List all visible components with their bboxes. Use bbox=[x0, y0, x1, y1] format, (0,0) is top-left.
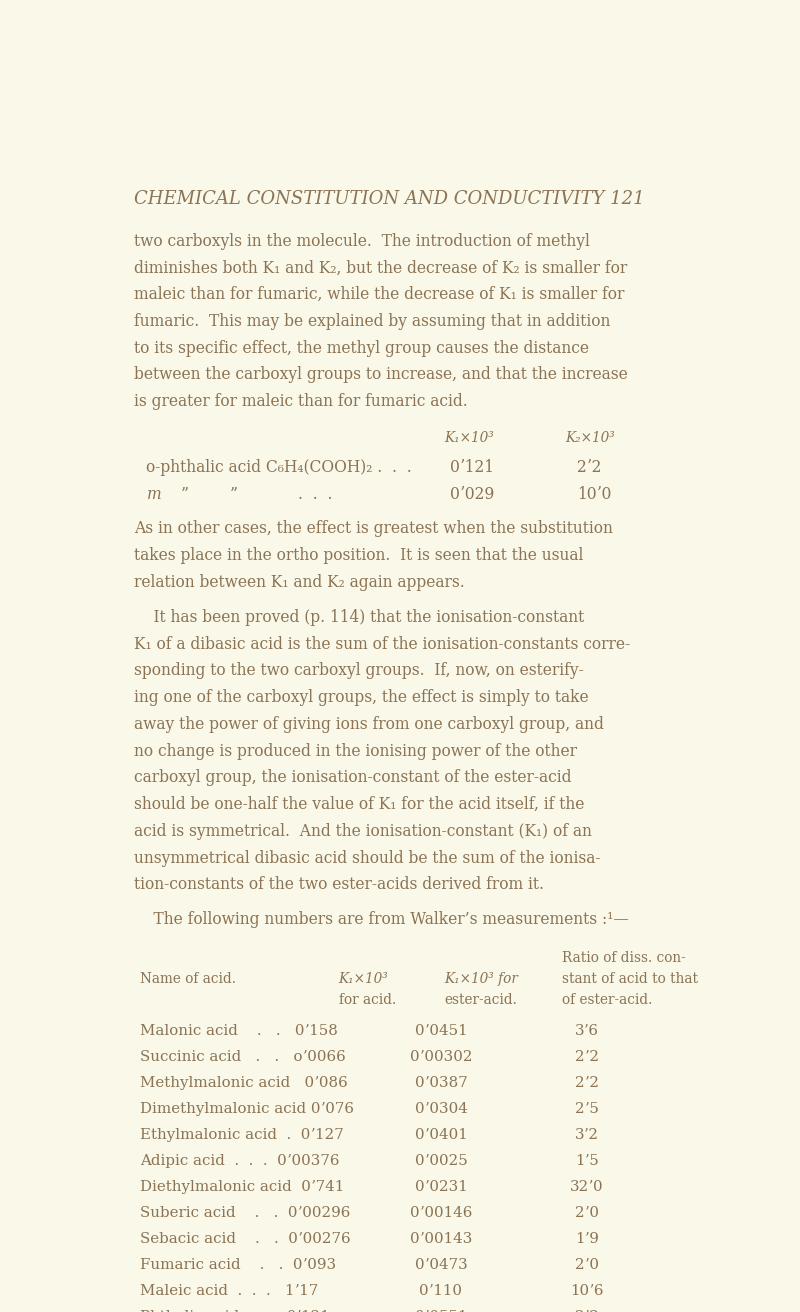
Text: to its specific effect, the methyl group causes the distance: to its specific effect, the methyl group… bbox=[134, 340, 589, 357]
Text: CHEMICAL CONSTITUTION AND CONDUCTIVITY 121: CHEMICAL CONSTITUTION AND CONDUCTIVITY 1… bbox=[134, 190, 645, 207]
Text: 10ʼ0: 10ʼ0 bbox=[578, 485, 612, 502]
Text: 0ʼ00146: 0ʼ00146 bbox=[410, 1206, 472, 1220]
Text: 0ʼ0387: 0ʼ0387 bbox=[414, 1076, 467, 1090]
Text: 10ʼ6: 10ʼ6 bbox=[570, 1283, 603, 1298]
Text: Methylmalonic acid   0ʼ086: Methylmalonic acid 0ʼ086 bbox=[140, 1076, 348, 1090]
Text: 0ʼ029: 0ʼ029 bbox=[450, 485, 494, 502]
Text: carboxyl group, the ionisation-constant of the ester-acid: carboxyl group, the ionisation-constant … bbox=[134, 769, 571, 786]
Text: of ester-acid.: of ester-acid. bbox=[562, 993, 652, 1008]
Text: for acid.: for acid. bbox=[338, 993, 396, 1008]
Text: 2ʼ2: 2ʼ2 bbox=[574, 1309, 598, 1312]
Text: Malonic acid    .   .   0ʼ158: Malonic acid . . 0ʼ158 bbox=[140, 1023, 338, 1038]
Text: ”: ” bbox=[230, 485, 238, 502]
Text: stant of acid to that: stant of acid to that bbox=[562, 972, 698, 987]
Text: Maleic acid  .  .  .   1ʼ17: Maleic acid . . . 1ʼ17 bbox=[140, 1283, 318, 1298]
Text: 0ʼ110: 0ʼ110 bbox=[419, 1283, 462, 1298]
Text: It has been proved (p. 114) that the ionisation-constant: It has been proved (p. 114) that the ion… bbox=[134, 609, 584, 626]
Text: 0ʼ0551: 0ʼ0551 bbox=[414, 1309, 467, 1312]
Text: K₂×10³: K₂×10³ bbox=[565, 430, 614, 445]
Text: 2ʼ2: 2ʼ2 bbox=[574, 1050, 598, 1064]
Text: Adipic acid  .  .  .  0ʼ00376: Adipic acid . . . 0ʼ00376 bbox=[140, 1153, 340, 1168]
Text: Phthalic acid   .   .  0ʼ121: Phthalic acid . . 0ʼ121 bbox=[140, 1309, 330, 1312]
Text: Succinic acid   .   .   oʼ0066: Succinic acid . . oʼ0066 bbox=[140, 1050, 346, 1064]
Text: ing one of the carboxyl groups, the effect is simply to take: ing one of the carboxyl groups, the effe… bbox=[134, 689, 589, 706]
Text: Ethylmalonic acid  .  0ʼ127: Ethylmalonic acid . 0ʼ127 bbox=[140, 1128, 344, 1141]
Text: maleic than for fumaric, while the decrease of K₁ is smaller for: maleic than for fumaric, while the decre… bbox=[134, 286, 625, 303]
Text: between the carboxyl groups to increase, and that the increase: between the carboxyl groups to increase,… bbox=[134, 366, 628, 383]
Text: should be one-half the value of K₁ for the acid itself, if the: should be one-half the value of K₁ for t… bbox=[134, 796, 585, 813]
Text: 1ʼ5: 1ʼ5 bbox=[575, 1153, 598, 1168]
Text: K₁×10³: K₁×10³ bbox=[444, 430, 494, 445]
Text: 32ʼ0: 32ʼ0 bbox=[570, 1179, 603, 1194]
Text: Dimethylmalonic acid 0ʼ076: Dimethylmalonic acid 0ʼ076 bbox=[140, 1102, 354, 1117]
Text: ester-acid.: ester-acid. bbox=[444, 993, 517, 1008]
Text: K₁×10³: K₁×10³ bbox=[338, 972, 389, 987]
Text: 0ʼ0451: 0ʼ0451 bbox=[414, 1023, 467, 1038]
Text: takes place in the ortho position.  It is seen that the usual: takes place in the ortho position. It is… bbox=[134, 547, 583, 564]
Text: Suberic acid    .   .  0ʼ00296: Suberic acid . . 0ʼ00296 bbox=[140, 1206, 350, 1220]
Text: The following numbers are from Walker’s measurements :¹—: The following numbers are from Walker’s … bbox=[134, 912, 629, 929]
Text: fumaric.  This may be explained by assuming that in addition: fumaric. This may be explained by assumi… bbox=[134, 314, 610, 329]
Text: 1ʼ9: 1ʼ9 bbox=[574, 1232, 598, 1245]
Text: two carboxyls in the molecule.  The introduction of methyl: two carboxyls in the molecule. The intro… bbox=[134, 232, 590, 249]
Text: 2ʼ2: 2ʼ2 bbox=[578, 459, 602, 476]
Text: 0ʼ0025: 0ʼ0025 bbox=[414, 1153, 467, 1168]
Text: is greater for maleic than for fumaric acid.: is greater for maleic than for fumaric a… bbox=[134, 394, 468, 411]
Text: m: m bbox=[146, 485, 162, 502]
Text: 0ʼ121: 0ʼ121 bbox=[450, 459, 494, 476]
Text: 0ʼ0401: 0ʼ0401 bbox=[414, 1128, 467, 1141]
Text: diminishes both K₁ and K₂, but the decrease of K₂ is smaller for: diminishes both K₁ and K₂, but the decre… bbox=[134, 260, 627, 277]
Text: Diethylmalonic acid  0ʼ741: Diethylmalonic acid 0ʼ741 bbox=[140, 1179, 345, 1194]
Text: Name of acid.: Name of acid. bbox=[140, 972, 236, 987]
Text: 0ʼ0304: 0ʼ0304 bbox=[414, 1102, 467, 1117]
Text: 3ʼ2: 3ʼ2 bbox=[574, 1128, 598, 1141]
Text: Fumaric acid    .   .  0ʼ093: Fumaric acid . . 0ʼ093 bbox=[140, 1258, 337, 1271]
Text: no change is produced in the ionising power of the other: no change is produced in the ionising po… bbox=[134, 743, 577, 760]
Text: unsymmetrical dibasic acid should be the sum of the ionisa-: unsymmetrical dibasic acid should be the… bbox=[134, 850, 601, 867]
Text: 2ʼ0: 2ʼ0 bbox=[574, 1258, 598, 1271]
Text: Sebacic acid    .   .  0ʼ00276: Sebacic acid . . 0ʼ00276 bbox=[140, 1232, 351, 1245]
Text: K₁ of a dibasic acid is the sum of the ionisation-constants corre-: K₁ of a dibasic acid is the sum of the i… bbox=[134, 635, 630, 652]
Text: As in other cases, the effect is greatest when the substitution: As in other cases, the effect is greates… bbox=[134, 521, 613, 538]
Text: acid is symmetrical.  And the ionisation-constant (K₁) of an: acid is symmetrical. And the ionisation-… bbox=[134, 823, 592, 840]
Text: 3ʼ6: 3ʼ6 bbox=[574, 1023, 598, 1038]
Text: K₁×10³ for: K₁×10³ for bbox=[444, 972, 518, 987]
Text: sponding to the two carboxyl groups.  If, now, on esterify-: sponding to the two carboxyl groups. If,… bbox=[134, 663, 584, 680]
Text: relation between K₁ and K₂ again appears.: relation between K₁ and K₂ again appears… bbox=[134, 573, 465, 590]
Text: 2ʼ0: 2ʼ0 bbox=[574, 1206, 598, 1220]
Text: 2ʼ5: 2ʼ5 bbox=[574, 1102, 598, 1117]
Text: Ratio of diss. con-: Ratio of diss. con- bbox=[562, 951, 686, 966]
Text: .  .  .: . . . bbox=[298, 485, 333, 502]
Text: 0ʼ0231: 0ʼ0231 bbox=[414, 1179, 467, 1194]
Text: away the power of giving ions from one carboxyl group, and: away the power of giving ions from one c… bbox=[134, 716, 604, 733]
Text: tion-constants of the two ester-acids derived from it.: tion-constants of the two ester-acids de… bbox=[134, 876, 544, 893]
Text: 0ʼ0473: 0ʼ0473 bbox=[414, 1258, 467, 1271]
Text: 0ʼ00143: 0ʼ00143 bbox=[410, 1232, 472, 1245]
Text: o-phthalic acid C₆H₄(COOH)₂ .  .  .: o-phthalic acid C₆H₄(COOH)₂ . . . bbox=[146, 459, 412, 476]
Text: ”: ” bbox=[181, 485, 189, 502]
Text: 0ʼ00302: 0ʼ00302 bbox=[410, 1050, 472, 1064]
Text: 2ʼ2: 2ʼ2 bbox=[574, 1076, 598, 1090]
